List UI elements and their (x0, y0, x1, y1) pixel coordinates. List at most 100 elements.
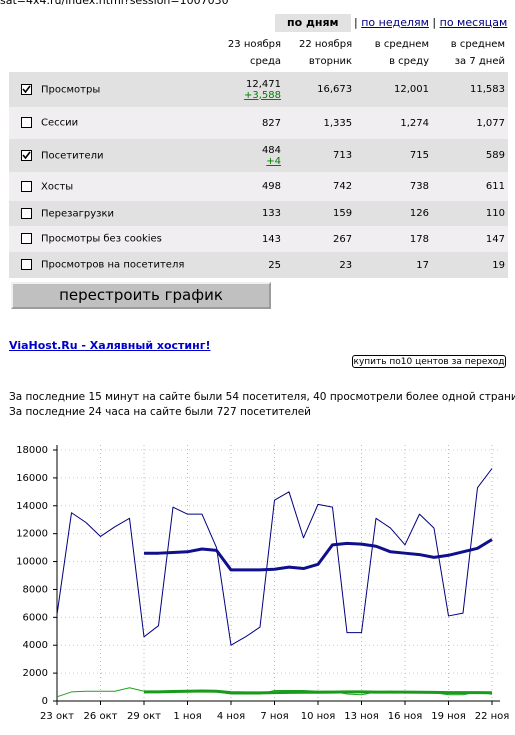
x-tick-label: 13 ноя (344, 711, 379, 722)
value: 611 (485, 181, 505, 192)
label-cell: Сессии (9, 107, 212, 139)
value: 267 (333, 233, 353, 245)
checkbox[interactable] (21, 233, 32, 245)
tab-link[interactable]: по месяцам (439, 16, 508, 29)
value: 126 (409, 208, 429, 219)
x-tick-label: 1 ноя (173, 711, 201, 722)
y-tick-label: 2000 (23, 668, 48, 679)
tab-link[interactable]: по неделям (361, 16, 429, 29)
header-text: в среду (389, 55, 429, 67)
y-tick-label: 12000 (16, 529, 48, 540)
value-cell: 159 (284, 201, 355, 226)
label-cell: Перезагрузки (9, 201, 212, 226)
value-cell: 267 (284, 226, 355, 252)
label-cell: Просмотры без cookies (9, 226, 212, 252)
row-label: Хосты (41, 181, 74, 193)
info-line: За последние 24 часа на сайте были 727 п… (9, 406, 311, 418)
value: 1,335 (323, 117, 353, 129)
table-row: Перезагрузки 133 159 126 110 (9, 201, 508, 226)
value: 159 (333, 208, 353, 219)
row-label: Просмотров на посетителя (41, 259, 185, 271)
header-text: среда (249, 55, 282, 67)
value: 143 (261, 233, 282, 245)
header-text: вторник (308, 55, 353, 67)
series-line (56, 687, 493, 698)
value-cell: 611 (432, 172, 508, 201)
checkbox[interactable] (21, 180, 32, 192)
period-tabs: по дням | по неделям | по месяцам (275, 14, 507, 32)
x-tick-label: 29 окт (127, 711, 161, 722)
value-cell: 12,471 +3,588 (212, 72, 284, 107)
rebuild-button[interactable]: перестроить график (11, 282, 271, 309)
value: 11,583 (470, 84, 505, 95)
value-cell: 589 (432, 139, 508, 172)
series-line (144, 538, 493, 572)
header-cell: 23 ноября среда (212, 33, 284, 72)
tab-active[interactable]: по дням (275, 14, 351, 32)
value-cell: 147 (432, 226, 508, 252)
header-cell (9, 33, 212, 72)
value: 178 (409, 233, 429, 245)
info-line: За последние 15 минут на сайте были 54 п… (9, 391, 515, 403)
value: 1,077 (476, 117, 505, 129)
value: 19 (492, 259, 505, 271)
value: 12,471 (246, 78, 282, 90)
checkbox[interactable] (21, 117, 32, 129)
value-cell: 25 (212, 252, 284, 278)
x-tick-label: 7 ноя (260, 711, 288, 722)
checkbox[interactable] (21, 149, 32, 161)
value-cell: 715 (355, 139, 432, 172)
value-cell: 742 (284, 172, 355, 201)
value: 23 (339, 259, 353, 271)
label-cell: Посетители (9, 139, 212, 172)
value: 16,673 (317, 84, 353, 95)
header-cell: 22 ноября вторник (284, 33, 355, 72)
value-cell: 17 (355, 252, 432, 278)
value-cell: 133 (212, 201, 284, 226)
row-label: Просмотры (41, 84, 101, 96)
value: 742 (333, 181, 353, 192)
header-cell: в среднем за 7 дней (432, 33, 508, 72)
x-tick-label: 16 ноя (388, 711, 423, 722)
y-tick-label: 16000 (16, 473, 48, 484)
header-text: в среднем (450, 38, 505, 50)
value-cell: 23 (284, 252, 355, 278)
check-mark (22, 151, 31, 160)
buy-button[interactable]: купить по10 центов за переход (352, 355, 506, 368)
checkbox[interactable] (21, 83, 32, 95)
table-row: Посетители 484 +4 713 715 589 (9, 139, 508, 172)
stats-table: 23 ноября среда 22 ноября вторник в среднем в… (9, 33, 508, 278)
row-label: Сессии (41, 117, 79, 129)
header-row: 23 ноября среда 22 ноября вторник в среднем в… (9, 33, 508, 72)
delta: +3,588 (244, 89, 282, 101)
delta: +4 (266, 155, 282, 167)
value-cell: 498 (212, 172, 284, 201)
table-row: Просмотры без cookies 143 267 178 147 (9, 226, 508, 252)
header-text: в среднем (374, 38, 429, 50)
value-cell: 738 (355, 172, 432, 201)
value-cell: 713 (284, 139, 355, 172)
y-tick-label: 4000 (23, 640, 48, 651)
x-tick-label: 10 ноя (301, 711, 336, 722)
value: 1,274 (400, 117, 429, 129)
value-cell: 12,001 (355, 72, 432, 107)
value: 713 (333, 150, 353, 161)
ad-link[interactable]: ViaHost.Ru - Халявный хостинг! (9, 339, 211, 352)
label-cell: Просмотров на посетителя (9, 252, 212, 278)
header-cell: в среднем в среду (355, 33, 432, 72)
label-cell: Хосты (9, 172, 212, 201)
y-tick-label: 0 (42, 696, 48, 707)
check-mark (22, 85, 31, 94)
row-label: Просмотры без cookies (41, 233, 162, 245)
series-line (144, 689, 493, 695)
checkbox[interactable] (21, 259, 32, 271)
row-label: Перезагрузки (41, 208, 114, 220)
value-cell: 19 (432, 252, 508, 278)
value: 715 (409, 150, 429, 161)
value: 738 (409, 181, 429, 192)
checkbox[interactable] (21, 207, 32, 219)
y-tick-label: 10000 (16, 557, 48, 568)
y-tick-label: 8000 (23, 584, 48, 595)
value: 147 (485, 233, 505, 245)
